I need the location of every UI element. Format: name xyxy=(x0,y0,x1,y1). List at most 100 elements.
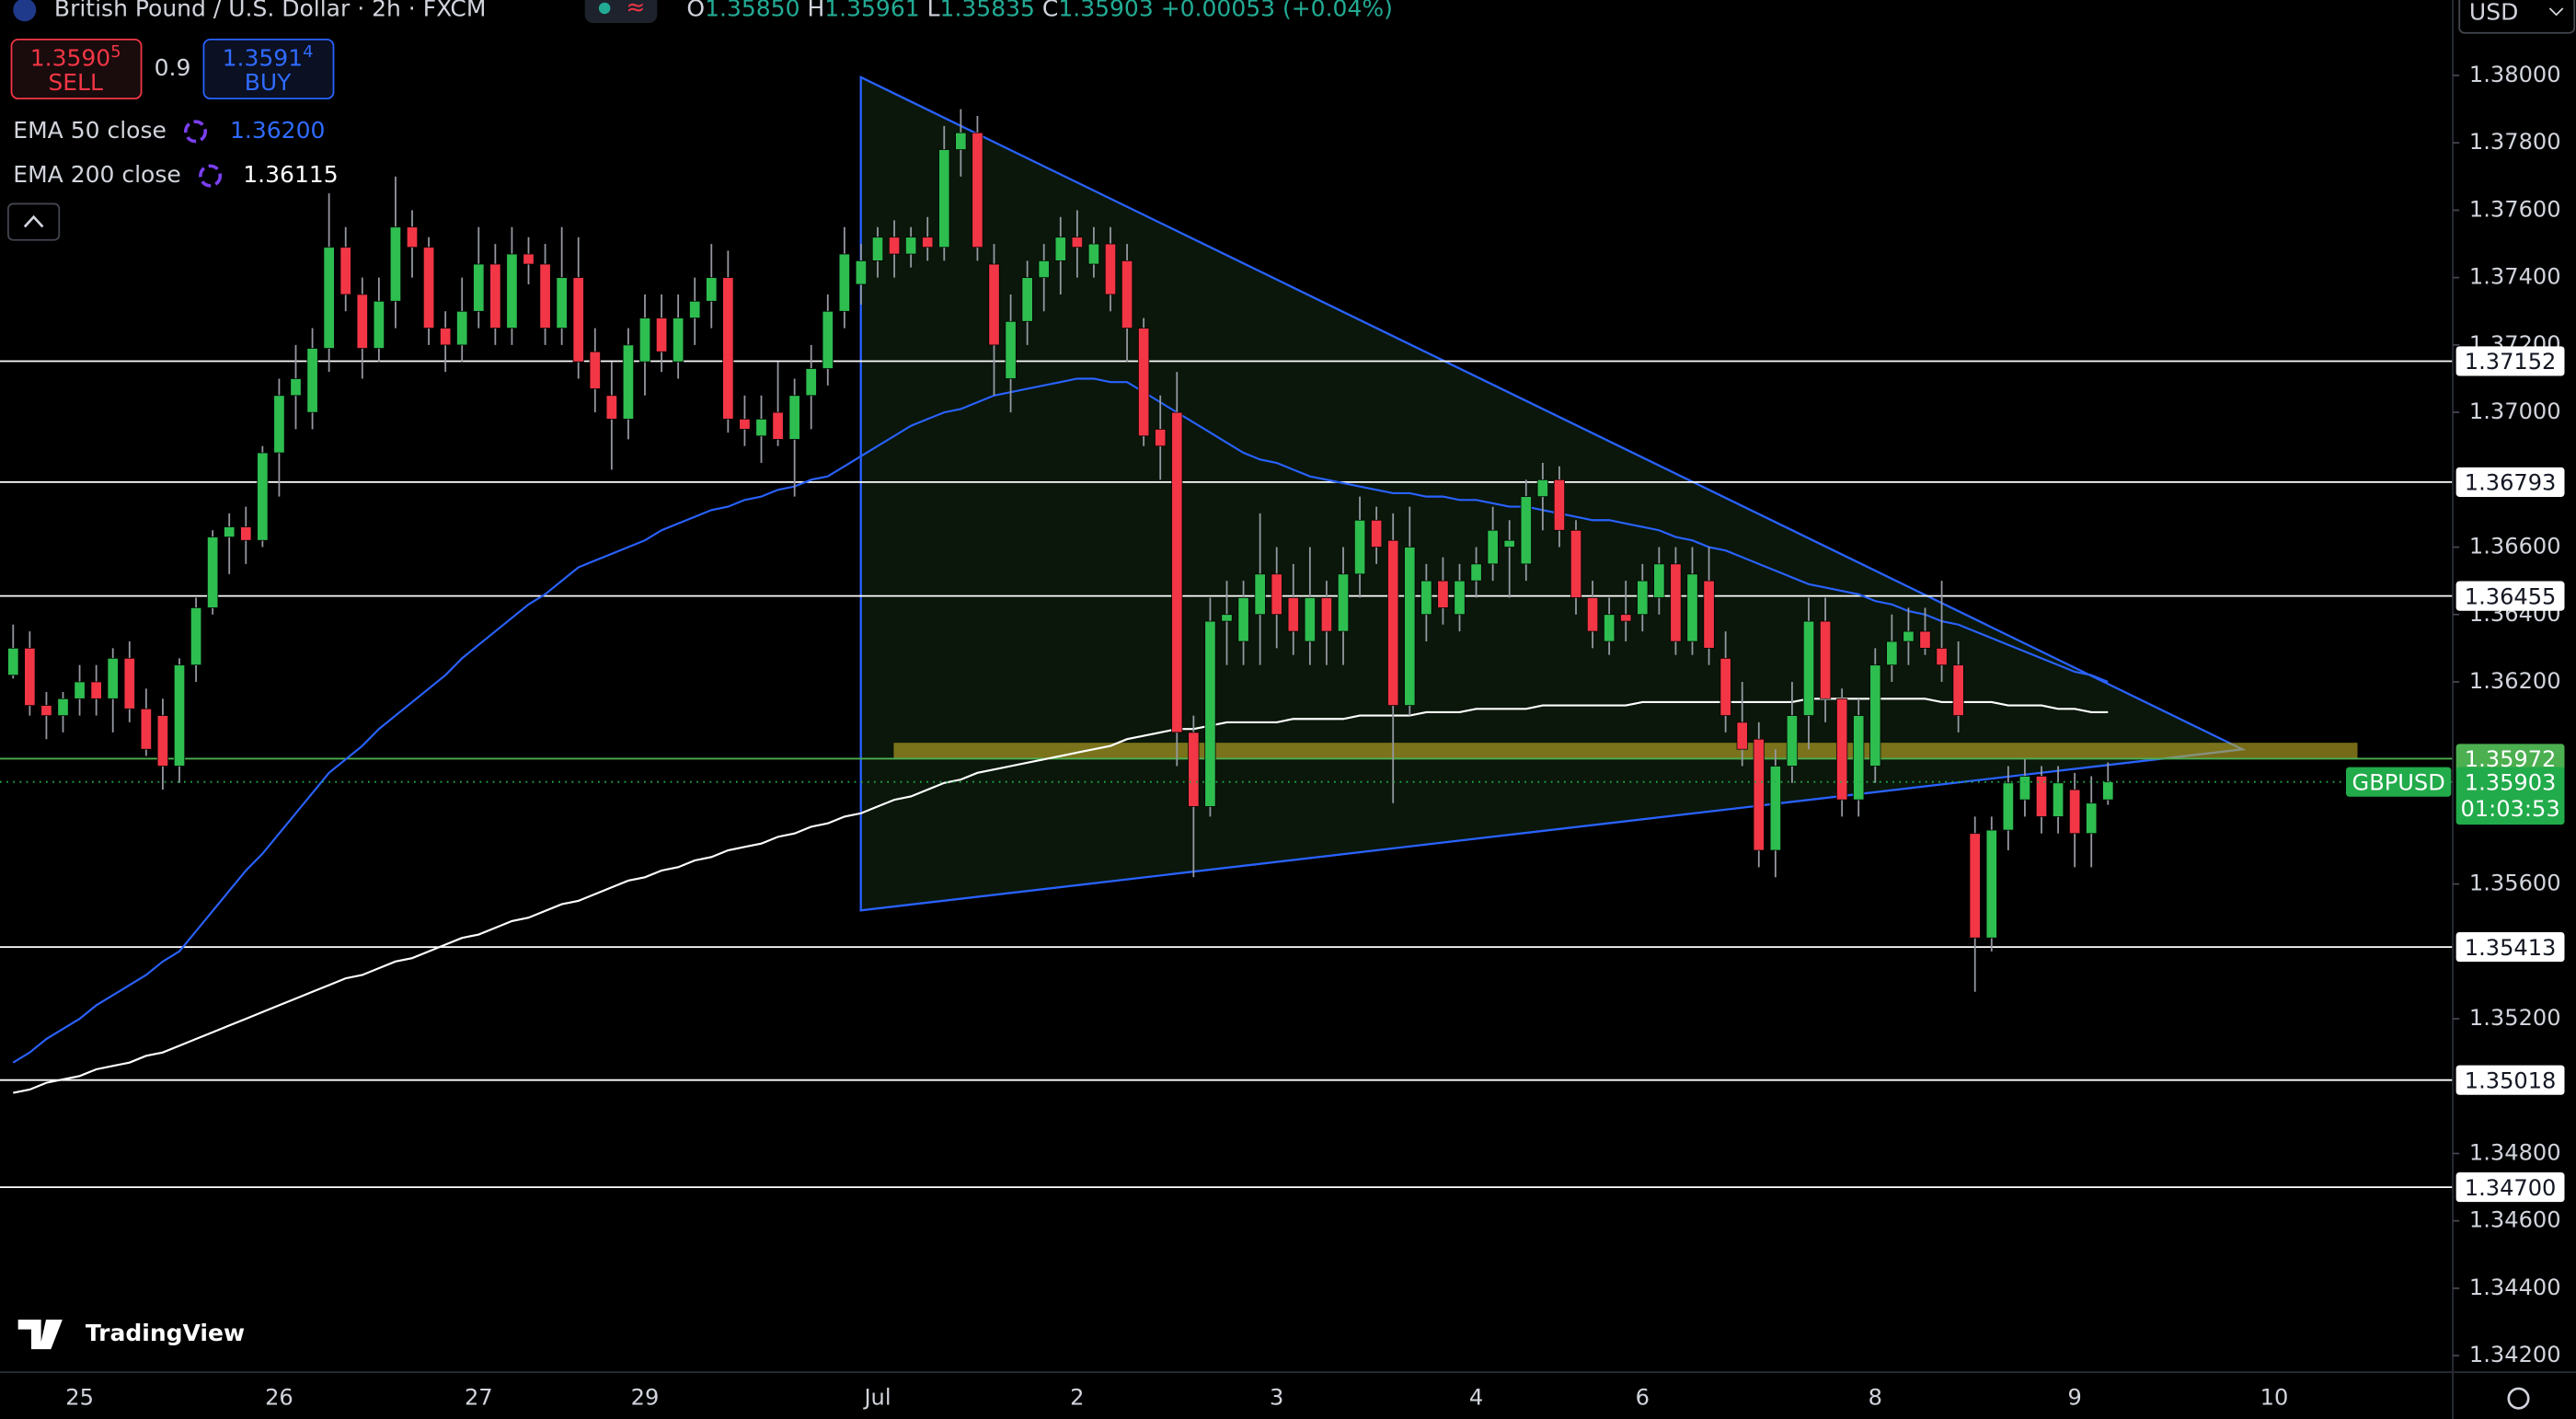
ohlc-value: 1.35850 xyxy=(705,0,799,22)
candle-body xyxy=(1454,580,1466,616)
buy-pip: 4 xyxy=(303,42,313,62)
indicator-value: 1.36200 xyxy=(230,117,325,144)
currency-chevron xyxy=(2548,7,2564,17)
logo-text: TradingView xyxy=(86,1320,245,1346)
candle-body xyxy=(605,395,617,420)
sell-box[interactable] xyxy=(10,38,143,100)
candle-body xyxy=(7,648,19,676)
candle-body xyxy=(673,317,684,363)
candle-body xyxy=(1071,236,1083,248)
ohlc-key: O xyxy=(686,0,705,22)
candle-body xyxy=(838,253,850,312)
candle-body xyxy=(489,263,501,329)
candle-body xyxy=(1553,479,1566,531)
candle-body xyxy=(938,149,950,248)
symbol-tag-label: GBPUSD xyxy=(2352,769,2445,795)
wave-icon: ≈ xyxy=(626,0,645,20)
candle-body xyxy=(1371,519,1383,548)
zone-band xyxy=(893,743,2358,760)
candle-body xyxy=(1304,597,1316,642)
x-tick-label: 29 xyxy=(631,1385,660,1411)
candle-body xyxy=(224,526,236,537)
candle-body xyxy=(2086,802,2098,835)
y-tick-label: 1.34200 xyxy=(2469,1342,2561,1367)
candle-body xyxy=(306,348,318,413)
candle-body xyxy=(1470,563,1482,582)
sell-pip: 5 xyxy=(110,42,121,62)
collapse-button[interactable] xyxy=(7,202,61,241)
candle-body xyxy=(1387,539,1399,706)
candle-body xyxy=(506,253,518,329)
level-label: 1.34700 xyxy=(2465,1175,2557,1201)
candle-body xyxy=(556,277,568,329)
candle-body xyxy=(473,263,485,312)
candle-body xyxy=(339,247,351,295)
candle-body xyxy=(1886,640,1898,666)
sell-label[interactable]: SELL xyxy=(48,69,103,96)
buy-button[interactable]: 1.35914 BUY xyxy=(202,38,335,100)
ema-line xyxy=(12,377,2109,1064)
candle-body xyxy=(74,681,86,699)
indicator-icon[interactable] xyxy=(184,120,207,144)
candle-body xyxy=(739,419,751,430)
indicator-name: EMA 50 close xyxy=(13,117,167,144)
ohlc-legend: O1.35850 H1.35961 L1.35835 C1.35903 +0.0… xyxy=(686,0,1392,22)
x-tick-label: 8 xyxy=(1869,1385,1882,1411)
candle-body xyxy=(622,344,634,420)
y-tick-label: 1.37400 xyxy=(2469,264,2561,290)
candle-body xyxy=(90,681,102,699)
buy-price[interactable]: 1.35914 xyxy=(223,42,314,71)
market-status xyxy=(598,2,611,15)
y-tick-label: 1.36200 xyxy=(2469,668,2561,694)
candle-body xyxy=(2069,789,2081,835)
candle-body xyxy=(373,300,385,349)
price-tag-value: 1.35903 xyxy=(2465,769,2557,795)
candle-body xyxy=(1021,277,1033,322)
ohlc-value: 1.35835 xyxy=(940,0,1035,22)
plot-area xyxy=(0,75,2454,1189)
buy-label[interactable]: BUY xyxy=(245,69,292,96)
candle-body xyxy=(107,657,119,699)
candle-body xyxy=(1936,648,1948,666)
x-tick-label: 3 xyxy=(1270,1385,1283,1411)
candle-body xyxy=(1404,547,1416,706)
y-tick-label: 1.35600 xyxy=(2469,871,2561,896)
y-tick-label: 1.37000 xyxy=(2469,398,2561,424)
ohlc-key: H xyxy=(807,0,824,22)
candle-body xyxy=(1204,620,1216,807)
candle-body xyxy=(1637,580,1649,616)
candle-body xyxy=(1686,573,1698,642)
ohlc-key: L xyxy=(927,0,940,22)
candle-body xyxy=(1985,829,1997,939)
currency[interactable]: USD xyxy=(2469,0,2518,25)
ohlc-value: 1.35903 xyxy=(1058,0,1153,22)
buy-box[interactable] xyxy=(202,38,335,100)
candle-body xyxy=(1104,243,1117,295)
candle-body xyxy=(722,277,734,420)
candle-body xyxy=(1869,664,1881,767)
settings-icon[interactable] xyxy=(2507,1387,2530,1410)
buy-price-main: 1.3591 xyxy=(223,44,303,71)
sell-price[interactable]: 1.35905 xyxy=(30,42,121,71)
level-label: 1.35018 xyxy=(2465,1067,2557,1093)
candle-body xyxy=(1503,539,1515,548)
x-tick-label: 25 xyxy=(65,1385,94,1411)
currency-button[interactable] xyxy=(2458,0,2576,34)
candle-body xyxy=(2102,781,2114,801)
flag-icon xyxy=(13,0,37,22)
candle-body xyxy=(1786,715,1799,767)
candle-body xyxy=(1354,519,1366,575)
ohlc-key: C xyxy=(1042,0,1058,22)
candle-body xyxy=(207,536,219,608)
y-tick-label: 1.34400 xyxy=(2469,1275,2561,1300)
sell-button[interactable]: 1.35905 SELL xyxy=(10,38,143,100)
symbol-tag xyxy=(2346,767,2452,797)
candle-body xyxy=(2053,782,2064,817)
candle-body xyxy=(1903,630,1915,642)
candle-body xyxy=(1155,429,1167,447)
indicator-icon[interactable] xyxy=(199,164,223,188)
candle-body xyxy=(1005,320,1017,379)
ohlc-value: 1.35961 xyxy=(824,0,919,22)
